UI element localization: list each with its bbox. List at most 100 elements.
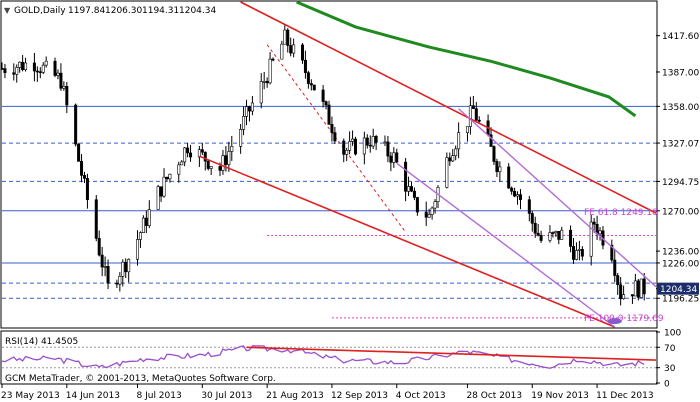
candle-body <box>465 126 469 133</box>
trend-line <box>240 1 657 214</box>
candle-body <box>245 106 249 117</box>
candle-body <box>82 175 86 179</box>
candle-body <box>474 108 478 121</box>
candle-body <box>386 141 390 157</box>
candle-body <box>518 194 522 200</box>
candle-body <box>100 254 104 268</box>
candle-body <box>636 280 640 298</box>
candle-body <box>32 62 36 72</box>
candle-body <box>395 152 399 163</box>
candle-body <box>557 230 561 240</box>
candle-body <box>62 86 66 89</box>
candle-body <box>580 249 584 257</box>
candle-body <box>574 250 578 260</box>
x-tick-label: 21 Aug 2013 <box>266 391 324 401</box>
x-tick-label: 30 Jul 2013 <box>201 391 252 401</box>
candle-body <box>53 60 57 76</box>
rsi-y-axis: 100 70 30 0 <box>656 329 681 390</box>
candle-body <box>136 239 140 260</box>
candle-body <box>454 148 458 156</box>
candle-body <box>324 101 328 106</box>
candle-body <box>24 62 28 70</box>
candle-body <box>327 104 331 125</box>
candle-body <box>206 160 210 169</box>
candle-body <box>74 104 78 145</box>
candle-body <box>138 232 142 240</box>
candle-body <box>530 213 534 224</box>
candle-body <box>186 147 190 154</box>
candle-body <box>539 234 543 241</box>
price-badge <box>657 282 699 295</box>
candle-body <box>189 152 193 158</box>
candle-body <box>633 280 637 297</box>
candle-body <box>374 136 378 143</box>
candle-body <box>427 214 431 218</box>
candle-body <box>577 249 581 251</box>
candle-body <box>147 209 151 226</box>
candle-body <box>41 64 45 73</box>
candle-body <box>118 276 122 285</box>
fe-100-label: FE 100.0 1179.69 <box>584 314 664 324</box>
candle-body <box>365 137 369 146</box>
candle-body <box>121 261 125 277</box>
candle-body <box>250 102 254 112</box>
candle-body <box>268 58 272 84</box>
candlestick-series <box>0 24 646 306</box>
candle-body <box>424 211 428 218</box>
y-tick-label: 1417.60 <box>662 32 699 42</box>
candle-body <box>507 166 511 189</box>
candle-body <box>592 221 596 225</box>
x-tick-label: 11 Dec 2013 <box>596 391 654 401</box>
candle-body <box>383 141 387 144</box>
candle-body <box>407 186 411 192</box>
candle-body <box>94 199 98 239</box>
candle-body <box>321 89 325 102</box>
candle-body <box>451 155 455 162</box>
candle-body <box>433 201 437 209</box>
candle-body <box>412 190 416 198</box>
ohlc-low: 1194.31 <box>142 6 179 16</box>
candle-body <box>616 275 620 286</box>
candle-body <box>289 45 293 54</box>
rsi-y-tick-label: 30 <box>664 364 676 374</box>
candle-body <box>516 194 520 197</box>
ohlc-close: 1204.34 <box>179 6 216 16</box>
candle-body <box>495 161 499 173</box>
y-tick-label: 1204.34 <box>660 285 697 295</box>
candle-body <box>457 132 461 150</box>
candle-body <box>554 230 558 233</box>
candle-body <box>404 161 408 192</box>
x-tick-label: 12 Sep 2013 <box>331 391 388 401</box>
candle-body <box>227 151 231 165</box>
candle-body <box>471 105 475 109</box>
candle-body <box>309 83 313 86</box>
candle-body <box>333 132 337 142</box>
candle-body <box>209 166 213 169</box>
candle-body <box>409 186 413 192</box>
candle-body <box>492 146 496 162</box>
horizontal-levels <box>2 105 656 299</box>
candle-body <box>312 84 316 91</box>
candle-body <box>610 244 614 261</box>
rsi-y-tick-label: 100 <box>664 329 681 339</box>
moving-average-line <box>296 0 637 118</box>
candle-body <box>415 197 419 213</box>
candle-body <box>141 217 145 233</box>
candle-body <box>103 266 107 268</box>
candle-body <box>445 157 449 188</box>
candle-body <box>560 229 564 240</box>
candle-body <box>477 119 481 122</box>
candle-body <box>203 151 207 162</box>
target-marker <box>607 318 622 325</box>
candle-body <box>259 81 263 104</box>
candle-body <box>448 157 452 162</box>
y-tick-label: 1196.25 <box>662 295 699 305</box>
main-y-axis: 1417.60 1387.00 1358.00 1327.07 1294.75 1270.… <box>656 32 699 305</box>
candle-body <box>348 141 352 151</box>
candle-body <box>35 70 39 73</box>
candle-body <box>180 161 184 166</box>
candle-body <box>642 278 646 295</box>
x-tick-label: 8 Jul 2013 <box>137 391 182 401</box>
candle-body <box>533 222 537 234</box>
